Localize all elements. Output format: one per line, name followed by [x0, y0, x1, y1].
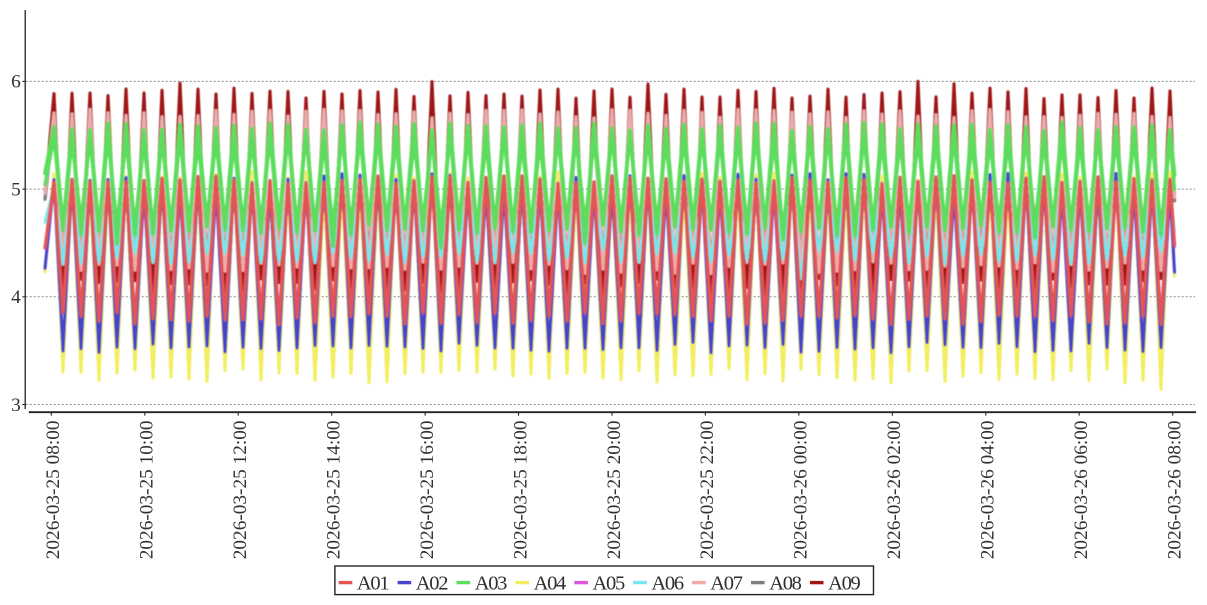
svg-text:2026-03-25 08:00: 2026-03-25 08:00 — [43, 421, 64, 560]
svg-text:2026-03-26 00:00: 2026-03-26 00:00 — [791, 421, 812, 560]
svg-text:A01: A01 — [357, 572, 389, 594]
svg-text:A07: A07 — [710, 572, 742, 594]
svg-text:A09: A09 — [828, 572, 860, 594]
svg-text:A08: A08 — [769, 572, 801, 594]
svg-text:2026-03-25 16:00: 2026-03-25 16:00 — [417, 421, 438, 560]
svg-text:5: 5 — [11, 179, 21, 200]
svg-text:2026-03-25 20:00: 2026-03-25 20:00 — [604, 421, 625, 560]
svg-text:2026-03-26 02:00: 2026-03-26 02:00 — [884, 421, 905, 560]
svg-text:2026-03-26 06:00: 2026-03-26 06:00 — [1071, 421, 1092, 560]
svg-text:3: 3 — [11, 395, 21, 416]
svg-text:2026-03-25 18:00: 2026-03-25 18:00 — [510, 421, 531, 560]
svg-text:2026-03-26 04:00: 2026-03-26 04:00 — [978, 421, 999, 560]
svg-text:2026-03-25 14:00: 2026-03-25 14:00 — [324, 421, 345, 560]
svg-text:A05: A05 — [593, 572, 625, 594]
svg-text:4: 4 — [11, 287, 21, 308]
svg-text:A06: A06 — [651, 572, 683, 594]
svg-text:6: 6 — [11, 72, 21, 93]
svg-text:2026-03-26 08:00: 2026-03-26 08:00 — [1165, 421, 1186, 560]
svg-text:2026-03-25 22:00: 2026-03-25 22:00 — [697, 421, 718, 560]
svg-text:2026-03-25 10:00: 2026-03-25 10:00 — [137, 421, 158, 560]
svg-text:2026-03-25 12:00: 2026-03-25 12:00 — [230, 421, 251, 560]
svg-text:A02: A02 — [416, 572, 448, 594]
svg-text:A04: A04 — [534, 572, 566, 594]
svg-text:A03: A03 — [475, 572, 507, 594]
